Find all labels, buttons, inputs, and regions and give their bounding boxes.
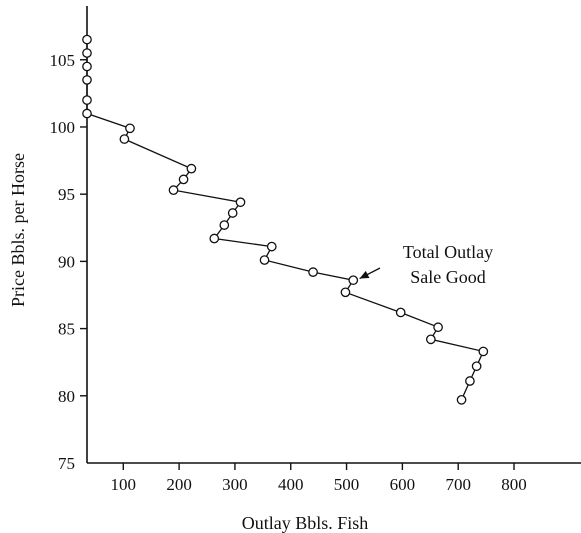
data-point <box>168 185 179 195</box>
x-axis-title: Outlay Bbls. Fish <box>242 513 369 533</box>
y-tick-label: 95 <box>58 185 75 204</box>
data-point <box>308 267 318 277</box>
y-tick-label: 85 <box>58 320 75 339</box>
x-tick-label: 500 <box>334 475 360 494</box>
y-tick-label: 90 <box>58 252 75 271</box>
x-tick-label: 700 <box>445 475 471 494</box>
axes <box>86 6 581 464</box>
data-point <box>471 361 482 372</box>
annotation-arrow-head <box>359 270 370 279</box>
data-point <box>178 174 189 185</box>
y-tick-label: 75 <box>58 454 75 473</box>
series-line <box>86 39 485 401</box>
data-point <box>82 48 92 58</box>
x-tick-label: 100 <box>111 475 137 494</box>
data-point <box>125 123 135 134</box>
data-point <box>395 307 406 318</box>
data-point <box>340 287 351 298</box>
data-point <box>266 241 277 252</box>
data-point <box>348 275 359 286</box>
ticks: 75 80 85 90 95 100 105 100 200 300 400 500 600 700 800 <box>50 51 527 494</box>
data-point <box>478 346 489 357</box>
y-tick-label: 105 <box>50 51 76 70</box>
x-tick-label: 300 <box>222 475 248 494</box>
data-point <box>433 322 443 333</box>
data-point <box>209 233 220 244</box>
data-point <box>82 95 92 105</box>
x-tick-label: 600 <box>390 475 416 494</box>
annotation-text: Total Outlay <box>403 242 493 262</box>
data-point <box>219 220 230 230</box>
x-tick-label: 800 <box>501 475 527 494</box>
data-point <box>465 376 475 386</box>
data-point <box>82 34 92 45</box>
data-point <box>82 61 92 72</box>
y-tick-label: 100 <box>50 118 76 137</box>
data-point <box>186 163 197 174</box>
y-axis-title: Price Bbls. per Horse <box>8 153 28 307</box>
annotation-text: Sale Good <box>410 267 486 287</box>
data-point <box>227 208 238 218</box>
data-point <box>235 197 246 208</box>
x-tick-label: 400 <box>278 475 304 494</box>
x-tick-label: 200 <box>166 475 192 494</box>
data-point <box>259 255 270 265</box>
data-point <box>82 75 92 85</box>
data-point <box>82 108 92 119</box>
y-tick-label: 80 <box>58 387 75 406</box>
data-point <box>456 394 467 405</box>
data-point <box>119 134 130 144</box>
annotation: Total Outlay Sale Good <box>359 242 493 287</box>
data-series <box>82 34 489 405</box>
data-point <box>425 334 436 345</box>
